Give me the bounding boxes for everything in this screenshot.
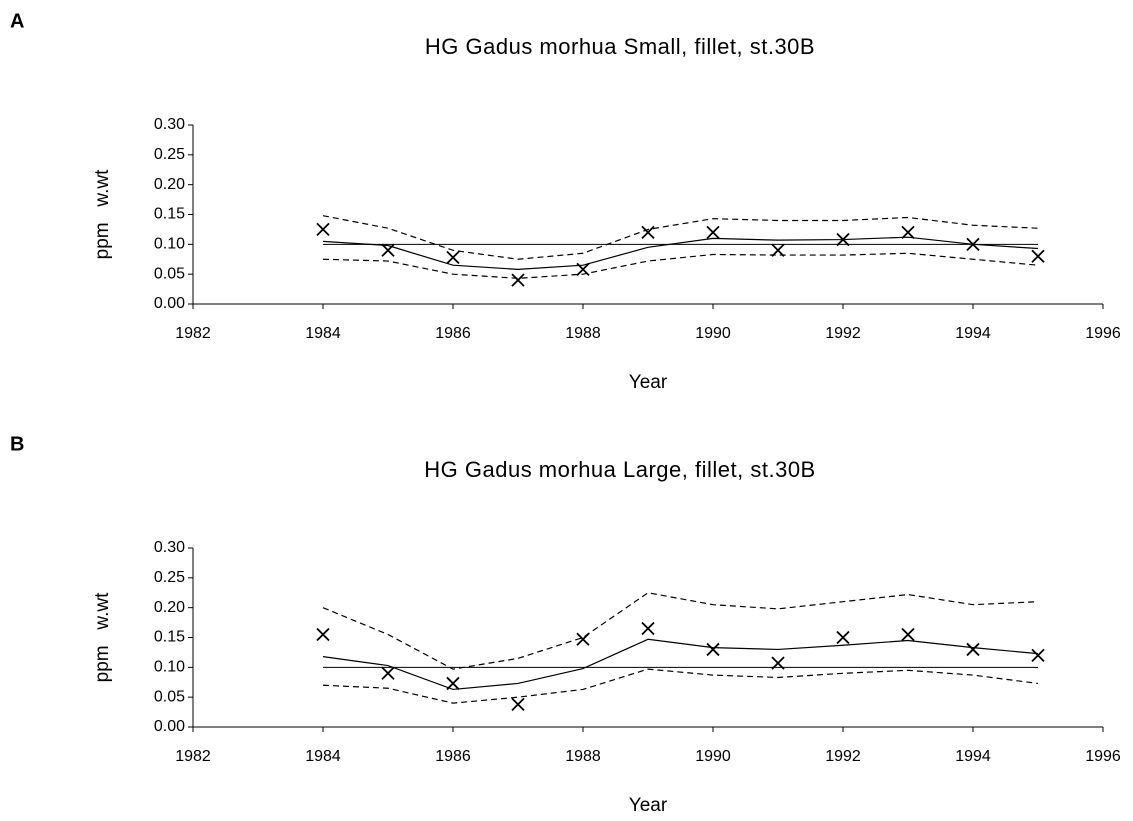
y-tick-label: 0.05 xyxy=(154,265,185,282)
y-tick-label: 0.10 xyxy=(154,659,185,676)
solid-line xyxy=(322,236,1039,270)
x-tick-label: 1982 xyxy=(175,325,211,342)
dashed-line xyxy=(322,592,1039,670)
y-tick-label: 0.25 xyxy=(154,569,185,586)
x-tick-label: 1988 xyxy=(565,325,601,342)
y-tick-label: 0.05 xyxy=(154,688,185,705)
x-marker xyxy=(511,697,525,711)
dashed-line xyxy=(322,668,1039,704)
x-marker xyxy=(836,630,850,645)
x-tick-label: 1984 xyxy=(305,325,341,342)
x-tick-label: 1994 xyxy=(955,325,991,342)
x-tick-label: 1992 xyxy=(825,748,861,765)
x-tick-label: 1990 xyxy=(695,325,731,342)
y-tick-label: 0.10 xyxy=(154,236,185,253)
x-marker xyxy=(316,222,330,237)
y-tick-label: 0.25 xyxy=(154,146,185,163)
solid-line xyxy=(322,638,1039,691)
y-tick-label: 0.20 xyxy=(154,599,185,616)
x-tick-label: 1986 xyxy=(435,748,471,765)
x-marker xyxy=(381,666,395,680)
x-tick-label: 1996 xyxy=(1085,748,1121,765)
y-tick-label: 0.00 xyxy=(154,718,185,735)
x-tick-label: 1990 xyxy=(695,748,731,765)
x-marker xyxy=(706,642,720,657)
x-marker xyxy=(771,243,785,257)
x-tick-label: 1986 xyxy=(435,325,471,342)
y-tick-label: 0.20 xyxy=(154,176,185,193)
x-axis-label: Year xyxy=(629,372,668,393)
x-tick-label: 1982 xyxy=(175,748,211,765)
x-marker xyxy=(966,642,980,657)
y-axis-label: ppm w.wt xyxy=(92,592,113,682)
x-marker xyxy=(901,225,915,240)
panel-label: B xyxy=(10,433,24,455)
y-tick-label: 0.00 xyxy=(154,295,185,312)
x-tick-label: 1992 xyxy=(825,325,861,342)
x-marker xyxy=(706,225,720,240)
dashed-line xyxy=(322,252,1039,279)
x-marker xyxy=(1031,648,1045,663)
x-tick-label: 1996 xyxy=(1085,325,1121,342)
x-marker xyxy=(901,627,915,642)
x-marker xyxy=(641,225,655,240)
y-tick-label: 0.30 xyxy=(154,116,185,133)
x-tick-label: 1994 xyxy=(955,748,991,765)
chart-title: HG Gadus morhua Large, fillet, st.30B xyxy=(424,457,815,482)
x-marker xyxy=(511,273,525,287)
x-marker xyxy=(641,621,655,636)
y-tick-label: 0.15 xyxy=(154,629,185,646)
y-tick-label: 0.15 xyxy=(154,206,185,223)
chart-title: HG Gadus morhua Small, fillet, st.30B xyxy=(425,34,815,59)
y-axis-label: ppm w.wt xyxy=(92,169,113,259)
x-marker xyxy=(316,627,330,642)
x-tick-label: 1984 xyxy=(305,748,341,765)
x-tick-label: 1988 xyxy=(565,748,601,765)
dashed-line xyxy=(322,215,1039,260)
x-marker xyxy=(446,250,460,265)
x-marker xyxy=(1031,249,1045,263)
panel-label: A xyxy=(10,10,24,32)
y-tick-label: 0.30 xyxy=(154,539,185,556)
x-axis-label: Year xyxy=(629,795,668,816)
